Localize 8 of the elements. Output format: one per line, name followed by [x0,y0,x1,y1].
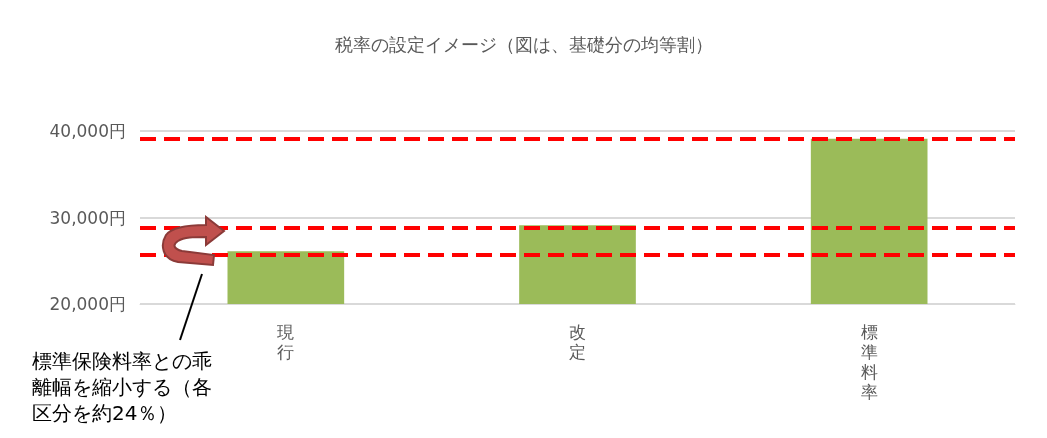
y-tick-label: 30,000円 [49,207,126,228]
x-tick-label: 現行 [277,322,295,362]
x-tick-label: 標準料率 [860,322,878,402]
y-tick-label: 20,000円 [49,294,126,314]
text: 標準保険料率との乖離幅を縮小する（各区分を約24％） [32,349,212,425]
chart-title: 税率の設定イメージ（図は、基礎分の均等割） [334,33,713,55]
x-tick-label: 改定 [569,322,586,362]
y-tick-label: 40,000円 [49,121,126,141]
